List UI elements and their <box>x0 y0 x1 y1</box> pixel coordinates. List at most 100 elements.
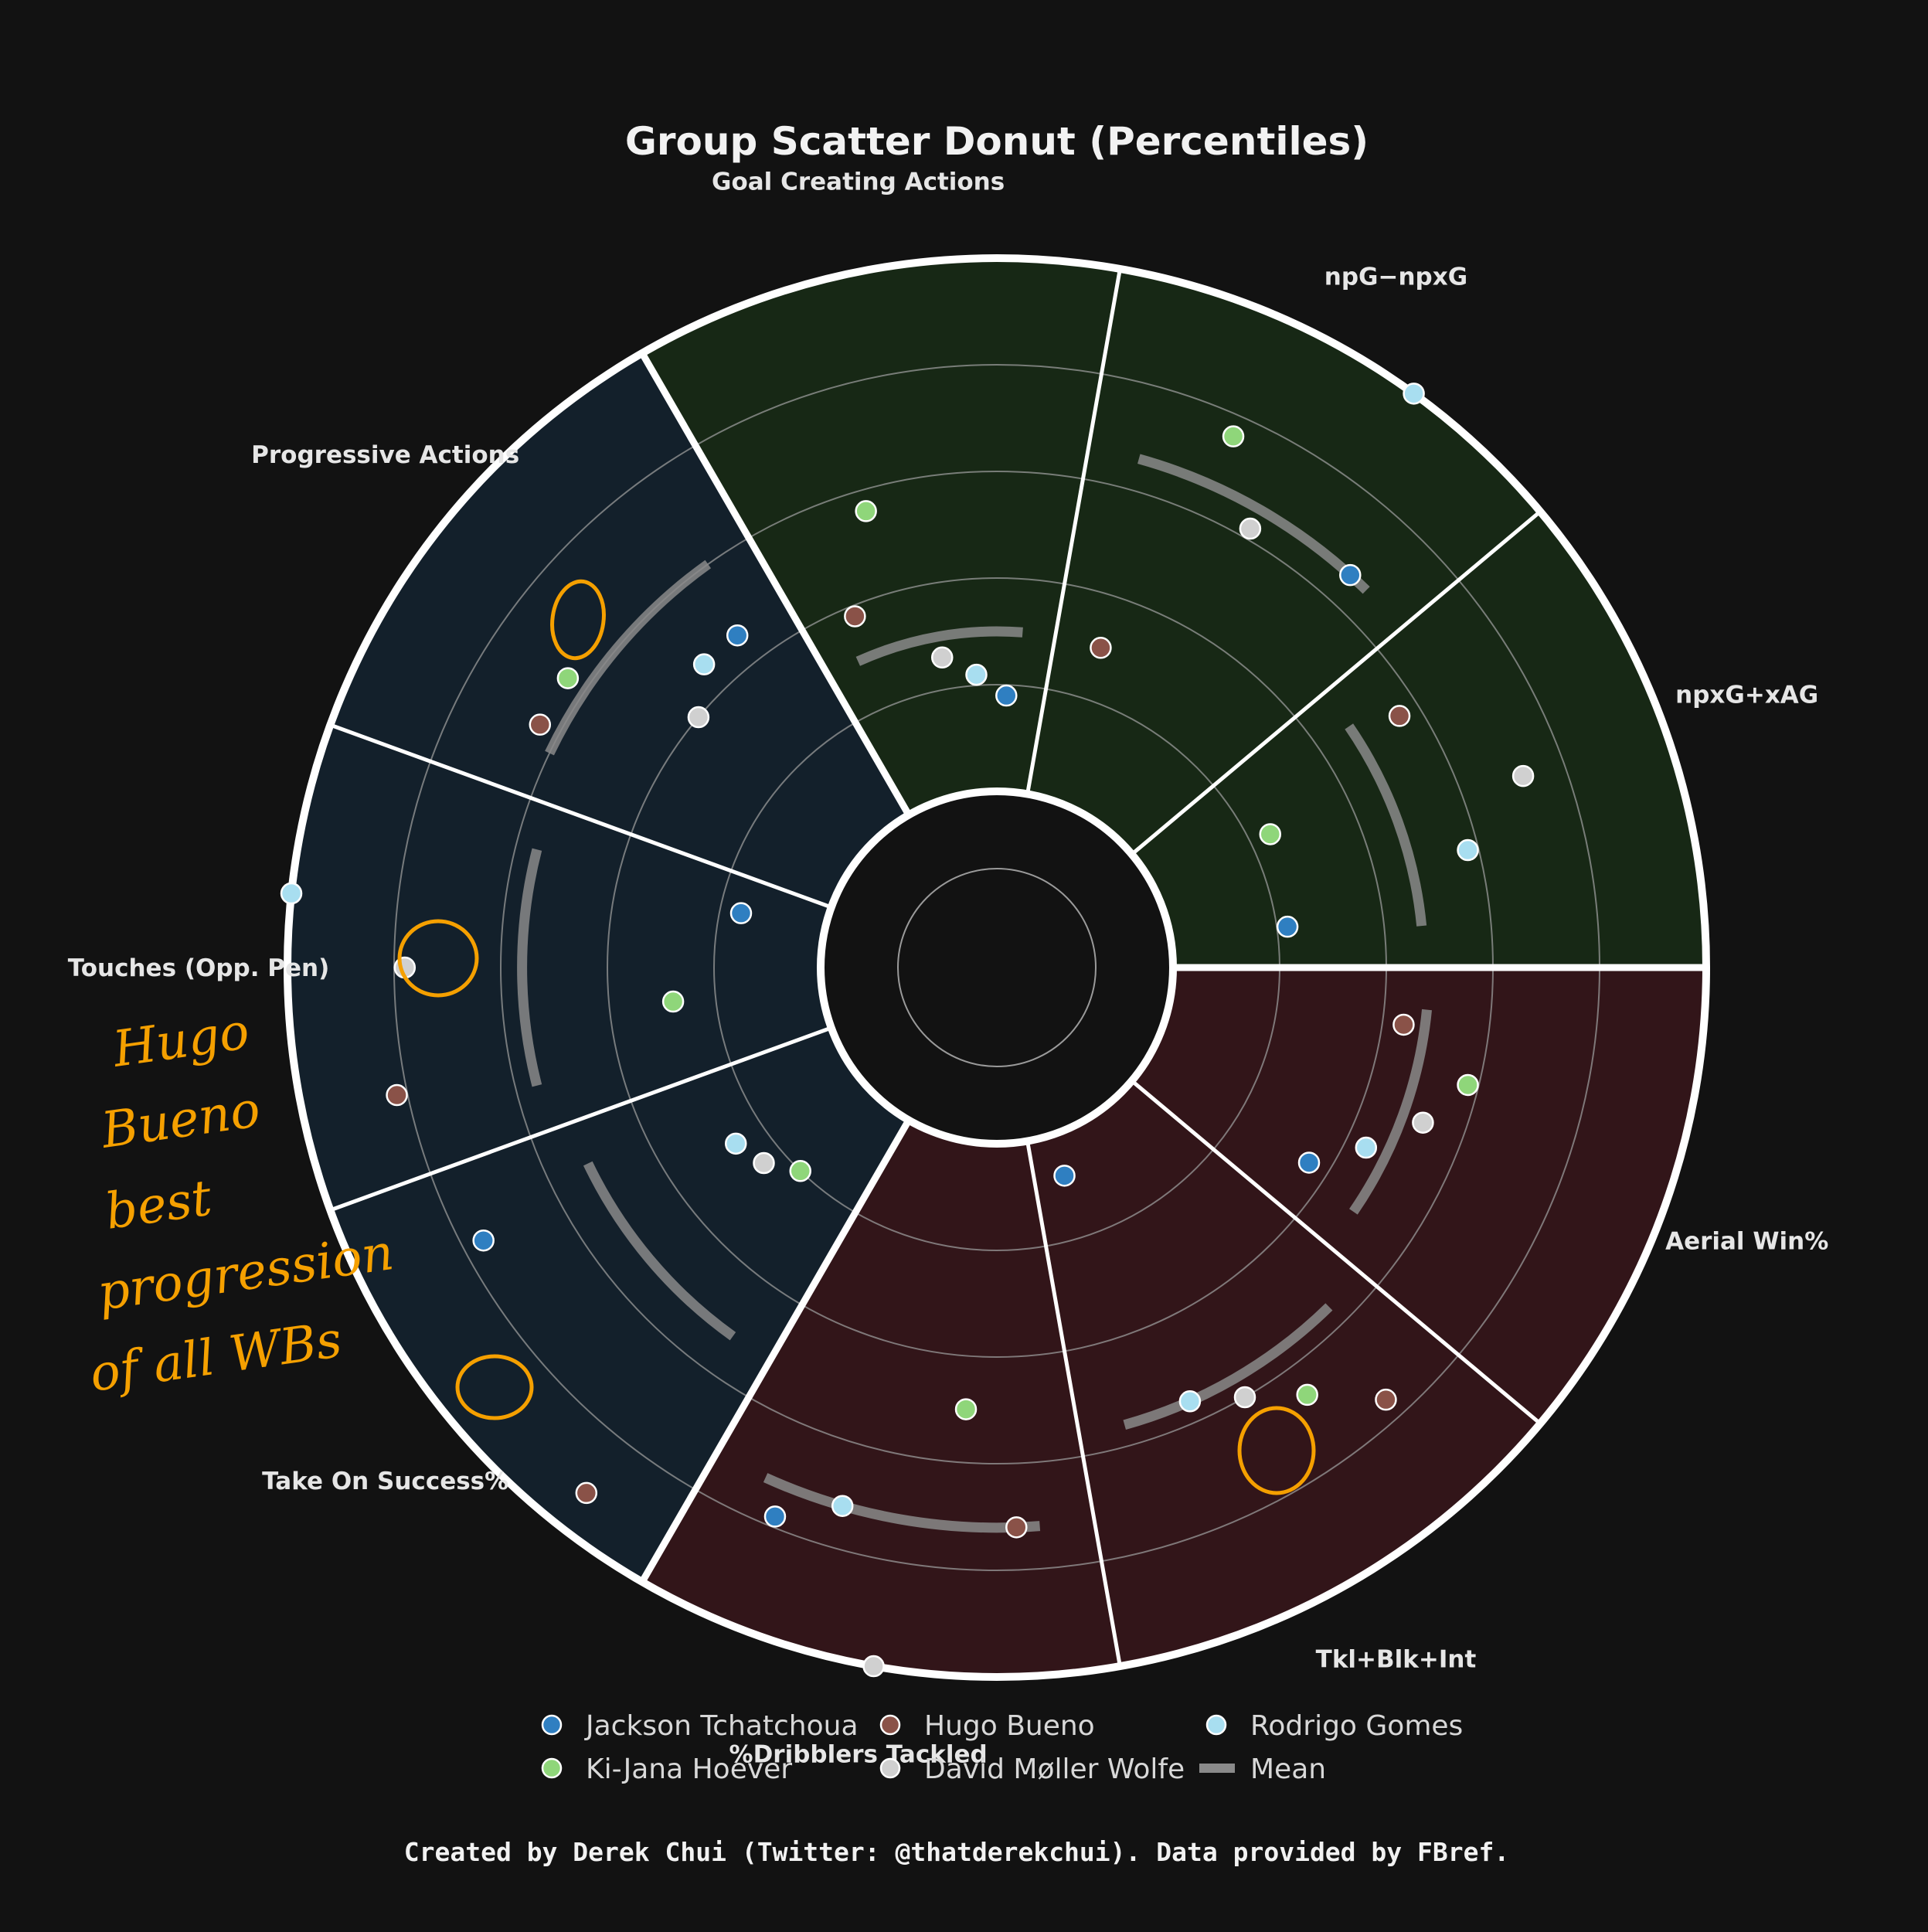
player-point <box>726 624 749 647</box>
mean-arc-layer <box>517 454 1432 1533</box>
sector-divider <box>1131 510 1542 856</box>
player-point <box>1457 1073 1479 1097</box>
category-label: npxG+xAG <box>1675 682 1818 709</box>
player-point <box>753 1151 775 1175</box>
footer-credit: Created by Derek Chui (Twitter: @thatder… <box>404 1837 1509 1867</box>
player-point <box>1388 705 1411 727</box>
player-point <box>1259 823 1282 845</box>
player-point <box>954 1398 978 1420</box>
player-point <box>1403 383 1425 405</box>
legend-label: Rodrigo Gomes <box>1250 1710 1463 1742</box>
category-label-layer: npxG+xAG npG−npxG Goal Creating Actions Pro… <box>68 168 1829 1769</box>
sector-divider <box>329 723 832 910</box>
player-point <box>831 1495 854 1517</box>
sector-background <box>1131 968 1706 1424</box>
player-point <box>965 663 988 686</box>
player-point <box>844 605 866 628</box>
player-point <box>575 1481 598 1505</box>
player-point <box>529 713 552 736</box>
player-point <box>280 882 303 905</box>
player-point <box>1239 517 1262 540</box>
mean-arc <box>1137 454 1370 594</box>
sector-background <box>642 1120 1120 1677</box>
player-point <box>995 684 1018 707</box>
mean-arc <box>855 626 1023 666</box>
player-point <box>855 500 877 522</box>
annotation-circle <box>1237 1406 1316 1495</box>
category-label: Tkl+Blk+Int <box>1316 1646 1477 1674</box>
category-label: Touches (Opp. Pen) <box>68 954 330 982</box>
chart-title: Group Scatter Donut (Percentiles) <box>625 119 1369 164</box>
player-point <box>789 1160 812 1182</box>
sector-divider <box>1025 1141 1122 1667</box>
player-point <box>931 646 954 669</box>
mean-arc <box>583 1161 736 1341</box>
player-point <box>1412 1111 1434 1134</box>
sector-background <box>1027 268 1541 855</box>
divider-layer <box>284 254 1710 1681</box>
legend-label: Mean <box>1250 1753 1326 1785</box>
legend: Jackson Tchatchoua Hugo Bueno Rodrigo Gome… <box>541 1710 1463 1785</box>
player-point <box>729 902 753 924</box>
category-label: Aerial Win% <box>1665 1227 1828 1255</box>
legend-label: David Møller Wolfe <box>924 1753 1185 1785</box>
mean-arc <box>545 560 712 756</box>
annotation-circle <box>397 919 479 998</box>
sector-background <box>1027 1080 1541 1667</box>
legend-label: Ki-Jana Hoever <box>586 1753 792 1785</box>
legend-marker <box>541 1757 563 1779</box>
legend-marker <box>1205 1714 1227 1736</box>
player-point <box>692 653 716 675</box>
player-point <box>687 706 710 729</box>
mean-arc <box>763 1473 1041 1533</box>
sector-background <box>642 257 1120 815</box>
player-point <box>763 1505 787 1528</box>
center-grid-ring <box>897 868 1097 1067</box>
player-point <box>1178 1390 1202 1413</box>
player-point <box>472 1229 495 1252</box>
center-circle <box>817 787 1177 1148</box>
legend-marker <box>879 1714 901 1736</box>
player-point <box>1005 1516 1028 1539</box>
category-label: %Dribblers Tackled <box>729 1740 988 1768</box>
player-point-layer <box>280 383 1535 1678</box>
player-point <box>661 990 685 1013</box>
player-point <box>1355 1136 1378 1159</box>
player-point <box>556 667 580 689</box>
player-point <box>862 1655 885 1678</box>
player-point <box>1297 1151 1321 1174</box>
sector-divider <box>639 351 912 817</box>
player-point <box>1090 637 1112 659</box>
legend-label: Hugo Bueno <box>924 1710 1095 1742</box>
sector-background <box>1131 511 1706 968</box>
sector-divider <box>1025 268 1122 794</box>
legend-marker <box>879 1757 901 1779</box>
mean-arc <box>517 848 542 1087</box>
annotation-circle <box>455 1354 534 1420</box>
player-point <box>1222 425 1245 447</box>
player-point <box>1511 764 1535 787</box>
category-label: Goal Creating Actions <box>712 168 1005 196</box>
sector-background <box>287 725 831 1210</box>
player-point <box>1053 1165 1076 1187</box>
player-point <box>386 1083 408 1107</box>
player-point <box>1276 915 1299 938</box>
category-label: Progressive Actions <box>251 441 519 469</box>
mean-arc <box>1345 723 1427 927</box>
player-point <box>725 1132 747 1155</box>
sector-divider <box>1131 1079 1542 1425</box>
legend-marker <box>541 1714 563 1736</box>
center-hole <box>817 787 1177 1148</box>
annotation-circle <box>550 579 606 661</box>
player-point <box>1457 838 1479 862</box>
player-point <box>1296 1383 1318 1406</box>
category-label: npG−npxG <box>1324 263 1467 291</box>
legend-label: Jackson Tchatchoua <box>584 1710 859 1742</box>
category-label: Take On Success% <box>262 1468 508 1495</box>
player-point <box>1392 1013 1415 1036</box>
outer-ring <box>284 254 1710 1681</box>
player-point <box>1233 1386 1256 1409</box>
sector-divider <box>639 1118 912 1584</box>
player-point <box>1375 1388 1397 1411</box>
sector-divider <box>329 1026 832 1213</box>
